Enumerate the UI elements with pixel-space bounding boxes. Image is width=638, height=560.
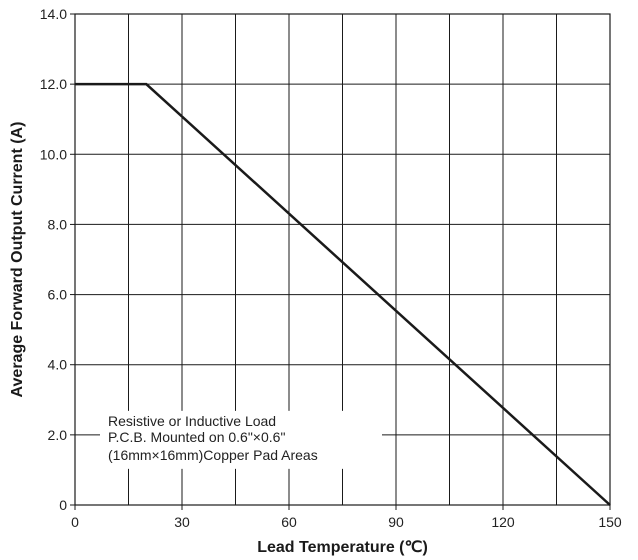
x-tick-label: 120 (491, 514, 515, 530)
annotation-background (100, 410, 382, 469)
x-tick-label: 30 (174, 514, 190, 530)
y-axis-title: Average Forward Output Current (A) (9, 122, 26, 398)
x-tick-labels: 0 30 60 90 120 150 (71, 514, 622, 530)
y-tick-label: 8.0 (48, 216, 68, 232)
plot-frame (70, 13, 611, 510)
x-tick-label: 60 (281, 514, 297, 530)
x-tick-label: 0 (71, 514, 79, 530)
y-tick-labels: 0 2.0 4.0 6.0 8.0 10.0 12.0 14.0 (40, 6, 67, 513)
x-tick-label: 150 (598, 514, 622, 530)
annotation-line-1: Resistive or Inductive Load (108, 413, 276, 429)
plot-border (74, 13, 611, 506)
y-tick-label: 10.0 (40, 146, 67, 162)
annotation-line-3: (16mm×16mm)Copper Pad Areas (108, 447, 318, 463)
x-axis-title: Lead Temperature (℃) (257, 539, 428, 556)
annotation-box: Resistive or Inductive Load P.C.B. Mount… (100, 410, 382, 469)
derating-curve (75, 82, 611, 506)
grid-lines (75, 14, 610, 505)
series-layer (75, 82, 611, 506)
y-tick-label: 4.0 (48, 357, 68, 373)
annotation-line-2: P.C.B. Mounted on 0.6"×0.6" (108, 429, 285, 445)
y-tick-label: 14.0 (40, 6, 67, 22)
y-tick-label: 6.0 (48, 287, 68, 303)
y-tick-label: 0 (59, 497, 67, 513)
x-tick-label: 90 (388, 514, 404, 530)
y-tick-label: 12.0 (40, 76, 67, 92)
y-tick-label: 2.0 (48, 427, 68, 443)
